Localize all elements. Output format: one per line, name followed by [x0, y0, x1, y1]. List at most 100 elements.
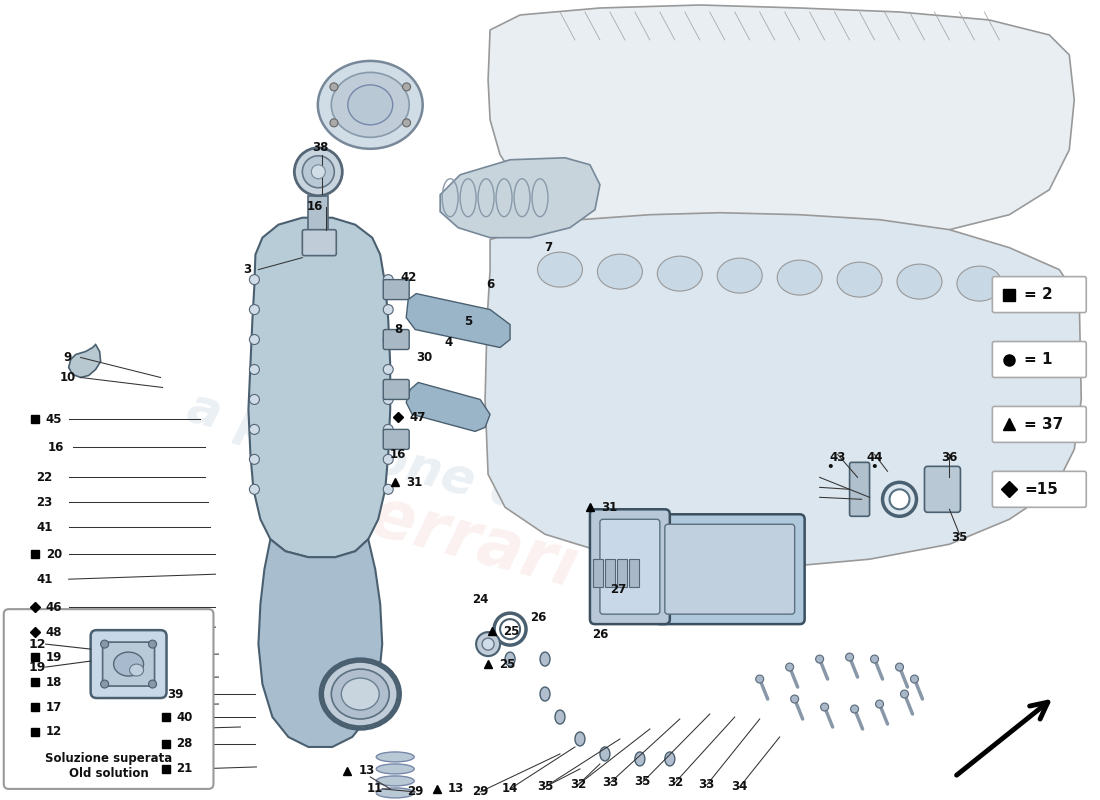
Text: 33: 33 [602, 777, 618, 790]
Text: 20: 20 [46, 548, 62, 561]
Circle shape [756, 675, 763, 683]
Circle shape [383, 454, 393, 464]
Text: 14: 14 [502, 782, 518, 795]
Text: 4: 4 [444, 336, 452, 349]
Text: 16: 16 [47, 441, 64, 454]
Text: 11: 11 [367, 782, 384, 795]
Text: 10: 10 [59, 371, 76, 384]
Circle shape [500, 619, 520, 639]
FancyBboxPatch shape [849, 462, 870, 516]
Circle shape [250, 365, 260, 374]
Ellipse shape [318, 61, 422, 149]
Ellipse shape [556, 710, 565, 724]
Text: 35: 35 [537, 781, 553, 794]
Text: 25: 25 [503, 625, 519, 638]
Ellipse shape [505, 652, 515, 666]
Ellipse shape [540, 652, 550, 666]
FancyBboxPatch shape [992, 277, 1087, 313]
Circle shape [815, 655, 824, 663]
Ellipse shape [575, 732, 585, 746]
Circle shape [383, 274, 393, 285]
Ellipse shape [130, 664, 144, 676]
Bar [617, 559, 627, 587]
Bar [308, 196, 328, 236]
Ellipse shape [635, 752, 645, 766]
Text: 30: 30 [416, 351, 432, 364]
Polygon shape [488, 5, 1075, 242]
Text: 44: 44 [867, 451, 883, 464]
Ellipse shape [331, 72, 409, 138]
Ellipse shape [376, 776, 415, 786]
Circle shape [870, 655, 879, 663]
Text: 9: 9 [64, 351, 72, 364]
Text: 17: 17 [46, 701, 62, 714]
Ellipse shape [331, 669, 389, 719]
Ellipse shape [778, 260, 822, 295]
Circle shape [403, 83, 410, 91]
Text: 23: 23 [36, 496, 53, 509]
Circle shape [295, 148, 342, 196]
Ellipse shape [896, 264, 942, 299]
FancyBboxPatch shape [992, 471, 1087, 507]
Ellipse shape [540, 687, 550, 701]
Text: 22: 22 [36, 471, 53, 484]
Text: 19: 19 [46, 650, 62, 663]
Circle shape [383, 365, 393, 374]
Text: 31: 31 [406, 476, 422, 489]
Text: 48: 48 [46, 626, 63, 638]
Text: 24: 24 [472, 593, 488, 606]
Circle shape [821, 703, 828, 711]
Circle shape [250, 394, 260, 405]
Ellipse shape [600, 747, 609, 761]
Circle shape [895, 663, 903, 671]
Circle shape [876, 700, 883, 708]
Ellipse shape [597, 254, 642, 289]
Polygon shape [68, 345, 100, 378]
Circle shape [330, 119, 338, 127]
Circle shape [383, 305, 393, 314]
Text: 13: 13 [359, 765, 374, 778]
Text: 42: 42 [400, 271, 417, 284]
Circle shape [850, 705, 859, 713]
FancyBboxPatch shape [600, 519, 660, 614]
Ellipse shape [341, 678, 380, 710]
Circle shape [403, 119, 410, 127]
Text: 3: 3 [243, 263, 252, 276]
FancyBboxPatch shape [302, 230, 337, 256]
Text: 19: 19 [29, 661, 46, 674]
Text: a porzione di ferrari: a porzione di ferrari [182, 383, 739, 575]
Circle shape [250, 454, 260, 464]
Text: 32: 32 [667, 777, 683, 790]
Ellipse shape [658, 256, 702, 291]
Ellipse shape [717, 258, 762, 293]
Text: •: • [826, 461, 834, 474]
Text: ferrari: ferrari [336, 476, 585, 602]
Text: 12: 12 [46, 726, 62, 738]
Bar [605, 559, 615, 587]
Ellipse shape [376, 788, 415, 798]
Circle shape [482, 638, 494, 650]
FancyBboxPatch shape [383, 379, 409, 399]
Text: 32: 32 [570, 778, 586, 791]
Text: 16: 16 [307, 200, 323, 214]
Text: 26: 26 [592, 628, 608, 641]
Circle shape [846, 653, 854, 661]
FancyBboxPatch shape [654, 514, 804, 624]
Ellipse shape [837, 262, 882, 297]
Text: 33: 33 [698, 778, 715, 791]
Ellipse shape [322, 662, 398, 726]
Text: = 37: = 37 [1024, 417, 1064, 432]
Circle shape [383, 425, 393, 434]
Text: 45: 45 [46, 413, 63, 426]
Text: 21: 21 [176, 762, 192, 775]
Circle shape [302, 156, 334, 188]
Circle shape [148, 640, 156, 648]
Text: 35: 35 [952, 530, 968, 544]
FancyBboxPatch shape [90, 630, 166, 698]
Text: 6: 6 [486, 278, 494, 291]
FancyBboxPatch shape [590, 510, 670, 624]
Circle shape [250, 274, 260, 285]
Text: 34: 34 [732, 781, 748, 794]
Circle shape [330, 83, 338, 91]
FancyBboxPatch shape [102, 642, 154, 686]
